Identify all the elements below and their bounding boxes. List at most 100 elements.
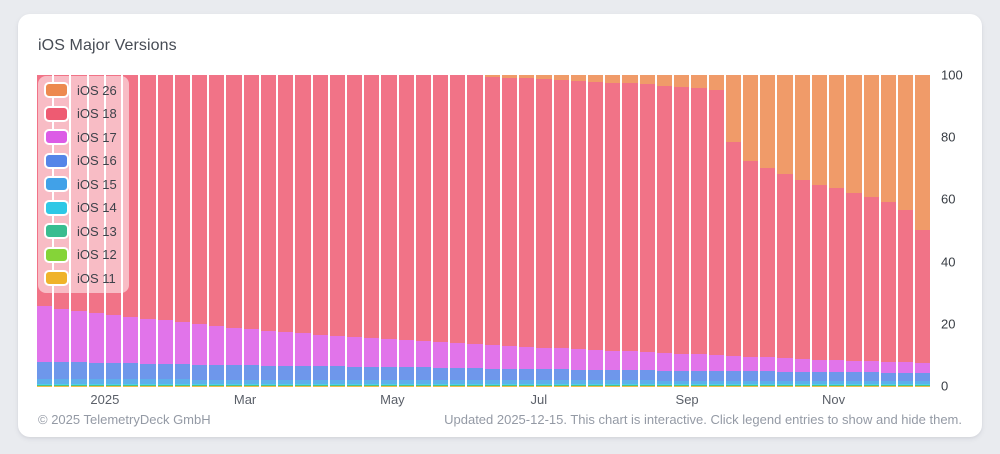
bar-segment xyxy=(295,75,311,334)
bar-segment xyxy=(622,380,638,384)
bar-segment xyxy=(536,347,552,370)
bar-segment xyxy=(398,75,414,341)
bar[interactable] xyxy=(519,75,535,386)
bar-segment xyxy=(622,369,638,381)
bar-segment xyxy=(501,345,518,369)
bar[interactable] xyxy=(312,75,328,386)
bar-segment xyxy=(295,333,311,366)
legend-item-ios-17[interactable]: iOS 17 xyxy=(44,129,117,146)
bar-segment xyxy=(278,75,294,332)
bar[interactable] xyxy=(450,75,466,386)
bar-segment xyxy=(639,75,655,85)
bar[interactable] xyxy=(829,75,845,386)
bar-segment xyxy=(691,75,707,89)
bar-segment xyxy=(346,379,363,384)
bar[interactable] xyxy=(553,75,569,386)
legend-item-ios-16[interactable]: iOS 16 xyxy=(44,152,117,170)
bar[interactable] xyxy=(295,75,311,386)
bar-segment xyxy=(467,75,483,345)
bar[interactable] xyxy=(278,75,294,386)
bar[interactable] xyxy=(433,75,449,386)
bar-segment xyxy=(570,80,586,350)
bar-segment xyxy=(622,384,638,386)
bar[interactable] xyxy=(760,75,776,386)
bar[interactable] xyxy=(381,75,397,386)
legend-item-ios-12[interactable]: iOS 12 xyxy=(44,246,117,264)
bar[interactable] xyxy=(243,75,259,386)
legend-item-ios-14[interactable]: iOS 14 xyxy=(44,199,117,217)
bar-segment xyxy=(329,383,345,385)
bar-segment xyxy=(157,363,173,380)
bar[interactable] xyxy=(226,75,242,386)
bar-segment xyxy=(605,383,621,385)
bar-segment xyxy=(467,383,483,385)
legend-item-ios-13[interactable]: iOS 13 xyxy=(44,223,117,240)
bar[interactable] xyxy=(570,75,586,386)
bar-segment xyxy=(811,359,828,373)
bar[interactable] xyxy=(708,75,724,386)
bar[interactable] xyxy=(467,75,483,386)
bar-segment xyxy=(243,383,259,385)
bar-segment xyxy=(415,367,432,380)
bar-segment xyxy=(725,380,741,384)
bar[interactable] xyxy=(501,75,518,386)
bar[interactable] xyxy=(794,75,810,386)
bar-segment xyxy=(37,384,53,386)
bar[interactable] xyxy=(484,75,500,386)
bar[interactable] xyxy=(605,75,621,386)
bar[interactable] xyxy=(656,75,673,386)
legend-item-ios-15[interactable]: iOS 15 xyxy=(44,176,117,193)
bar[interactable] xyxy=(863,75,879,386)
bar-segment xyxy=(450,379,466,384)
bar[interactable] xyxy=(209,75,225,386)
bar[interactable] xyxy=(329,75,345,386)
legend-item-ios-11[interactable]: iOS 11 xyxy=(44,270,117,287)
legend-item-ios-18[interactable]: iOS 18 xyxy=(44,105,117,123)
bar[interactable] xyxy=(622,75,638,386)
bar-segment xyxy=(691,384,707,386)
bar[interactable] xyxy=(157,75,173,386)
y-tick-label: 60 xyxy=(941,191,956,207)
bar-segment xyxy=(381,367,397,380)
legend-swatch-icon xyxy=(44,223,69,240)
bar[interactable] xyxy=(811,75,828,386)
bar[interactable] xyxy=(346,75,363,386)
bar-segment xyxy=(829,384,845,386)
bar[interactable] xyxy=(174,75,190,386)
bar[interactable] xyxy=(398,75,414,386)
bar[interactable] xyxy=(364,75,380,386)
legend-item-label: iOS 12 xyxy=(77,247,117,263)
bar-segment xyxy=(174,75,190,322)
bar-segment xyxy=(656,384,673,386)
bar-segment xyxy=(880,372,896,381)
bar-segment xyxy=(519,380,535,384)
bar[interactable] xyxy=(846,75,862,386)
bar[interactable] xyxy=(588,75,604,386)
bar-segment xyxy=(278,365,294,380)
bar[interactable] xyxy=(897,75,914,386)
bar[interactable] xyxy=(260,75,277,386)
bar-segment xyxy=(105,379,122,384)
bar-segment xyxy=(588,349,604,370)
bar-segment xyxy=(915,362,931,373)
bar-segment xyxy=(243,329,259,366)
bar[interactable] xyxy=(415,75,432,386)
bar[interactable] xyxy=(742,75,759,386)
legend-item-ios-26[interactable]: iOS 26 xyxy=(44,82,117,99)
bar[interactable] xyxy=(915,75,931,386)
bar[interactable] xyxy=(639,75,655,386)
bar-segment xyxy=(915,384,931,386)
bar-segment xyxy=(37,383,53,385)
bar[interactable] xyxy=(536,75,552,386)
bar[interactable] xyxy=(777,75,793,386)
bar[interactable] xyxy=(674,75,690,386)
bar[interactable] xyxy=(140,75,156,386)
bar[interactable] xyxy=(191,75,208,386)
bar[interactable] xyxy=(725,75,741,386)
bar-segment xyxy=(433,379,449,384)
bar[interactable] xyxy=(880,75,896,386)
bar-segment xyxy=(312,383,328,385)
bar[interactable] xyxy=(691,75,707,386)
bar-segment xyxy=(484,383,500,385)
bar-segment xyxy=(777,371,793,381)
